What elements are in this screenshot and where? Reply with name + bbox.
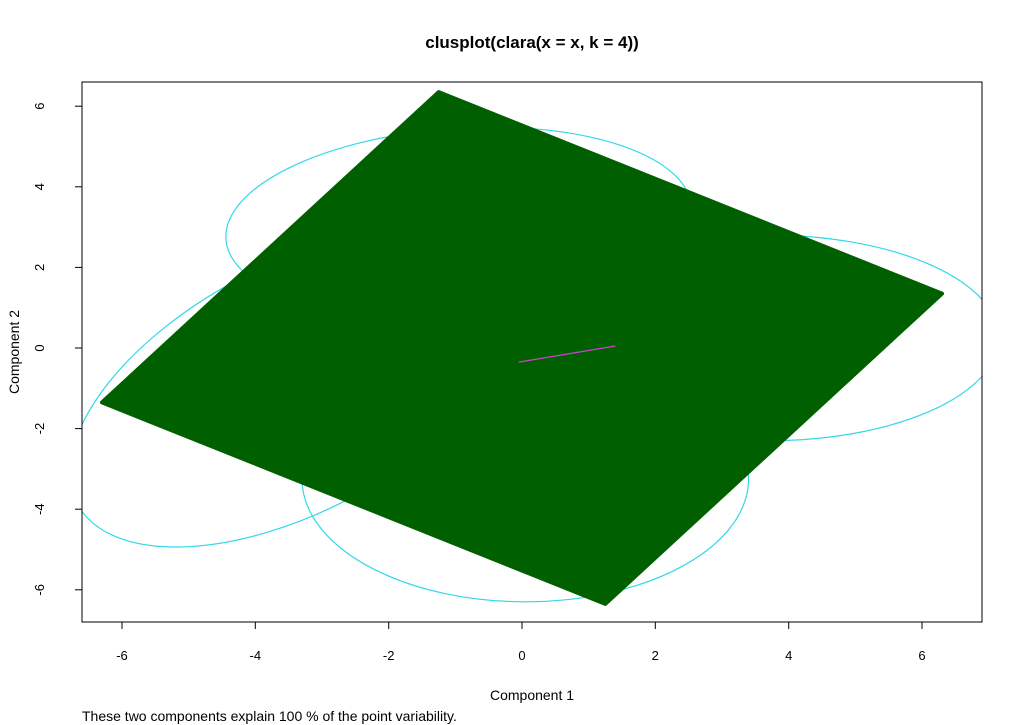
x-tick-label: -2 — [383, 648, 395, 663]
y-tick-label: -6 — [32, 584, 47, 596]
x-tick-label: 2 — [652, 648, 659, 663]
plot-frame — [81, 81, 983, 623]
y-tick-label: 6 — [32, 103, 47, 110]
x-axis-label: Component 1 — [490, 687, 574, 703]
x-axis: -6 -4 -2 0 2 4 6 — [116, 622, 926, 663]
cluster-segments — [518, 345, 616, 363]
x-tick-label: 4 — [785, 648, 792, 663]
variability-note: These two components explain 100 % of th… — [82, 708, 457, 724]
x-tick-label: -4 — [250, 648, 262, 663]
y-tick-label: 4 — [32, 183, 47, 190]
x-tick-label: 6 — [918, 648, 925, 663]
x-tick-label: 0 — [518, 648, 525, 663]
points — [100, 90, 944, 606]
y-tick-label: -2 — [32, 423, 47, 435]
y-tick-label: 0 — [32, 344, 47, 351]
chart-title: clusplot(clara(x = x, k = 4)) — [425, 33, 639, 52]
y-tick-label: 2 — [32, 264, 47, 271]
x-tick-label: -6 — [116, 648, 128, 663]
point-cloud — [100, 90, 944, 606]
y-axis-label: Component 2 — [6, 310, 22, 394]
y-axis: -6 -4 -2 0 2 4 6 — [32, 103, 82, 596]
cluster-segment-1 — [518, 345, 616, 363]
y-tick-label: -4 — [32, 503, 47, 515]
